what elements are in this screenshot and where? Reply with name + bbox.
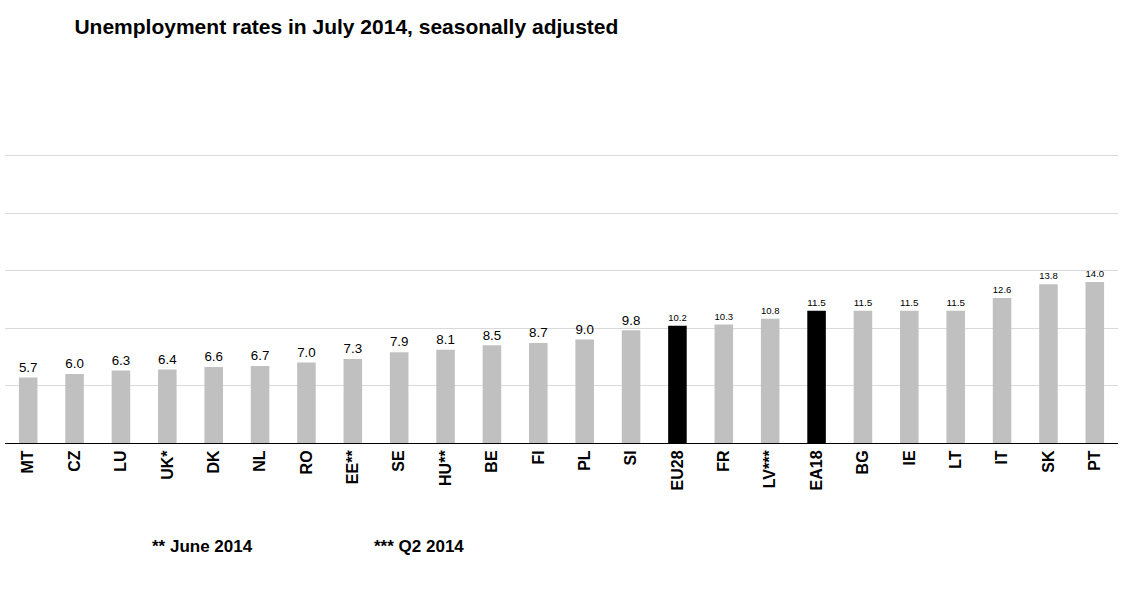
- svg-text:13.8: 13.8: [1039, 270, 1058, 281]
- svg-text:IT: IT: [993, 450, 1010, 464]
- svg-text:LV***: LV***: [761, 450, 778, 489]
- svg-text:RO: RO: [298, 450, 315, 474]
- svg-text:PL: PL: [576, 450, 593, 471]
- svg-text:9.0: 9.0: [575, 322, 594, 337]
- svg-text:EA18: EA18: [808, 450, 825, 490]
- svg-text:10.8: 10.8: [761, 305, 780, 316]
- svg-text:MT: MT: [19, 450, 36, 473]
- svg-text:8.7: 8.7: [529, 325, 548, 340]
- svg-text:6.3: 6.3: [112, 353, 131, 368]
- svg-text:NL: NL: [251, 450, 268, 472]
- svg-text:CZ: CZ: [66, 450, 83, 472]
- svg-text:10.3: 10.3: [715, 311, 734, 322]
- svg-text:SE: SE: [390, 450, 407, 472]
- svg-text:7.0: 7.0: [297, 345, 316, 360]
- svg-text:8.1: 8.1: [436, 332, 455, 347]
- svg-text:EU28: EU28: [669, 450, 686, 490]
- svg-text:11.5: 11.5: [900, 297, 919, 308]
- svg-text:UK*: UK*: [159, 450, 176, 480]
- svg-text:DK: DK: [205, 450, 222, 474]
- svg-text:IE: IE: [901, 450, 918, 465]
- svg-text:PT: PT: [1086, 450, 1103, 471]
- svg-text:FI: FI: [530, 450, 547, 464]
- svg-text:5.7: 5.7: [19, 360, 38, 375]
- svg-text:EE**: EE**: [344, 450, 361, 485]
- svg-text:BE: BE: [483, 450, 500, 473]
- svg-text:BG: BG: [854, 450, 871, 474]
- svg-text:6.0: 6.0: [65, 356, 84, 371]
- svg-text:*** Q2 2014: *** Q2 2014: [374, 537, 464, 556]
- svg-text:SK: SK: [1040, 450, 1057, 473]
- svg-text:6.7: 6.7: [251, 348, 270, 363]
- svg-text:14.0: 14.0: [1086, 268, 1105, 279]
- svg-text:11.5: 11.5: [946, 297, 965, 308]
- svg-text:10.2: 10.2: [668, 312, 687, 323]
- svg-text:8.5: 8.5: [483, 328, 502, 343]
- svg-text:7.9: 7.9: [390, 334, 409, 349]
- svg-text:LU: LU: [112, 450, 129, 471]
- svg-text:6.6: 6.6: [204, 349, 223, 364]
- svg-text:Unemployment rates in July 201: Unemployment rates in July 2014, seasona…: [74, 15, 618, 38]
- svg-text:7.3: 7.3: [344, 341, 363, 356]
- svg-text:LT: LT: [947, 450, 964, 469]
- svg-text:11.5: 11.5: [854, 297, 873, 308]
- svg-text:9.8: 9.8: [622, 313, 641, 328]
- svg-text:** June 2014: ** June 2014: [152, 537, 253, 556]
- svg-text:11.5: 11.5: [807, 297, 826, 308]
- svg-text:6.4: 6.4: [158, 352, 177, 367]
- svg-text:FR: FR: [715, 450, 732, 472]
- svg-text:12.6: 12.6: [993, 284, 1012, 295]
- svg-text:SI: SI: [622, 450, 639, 465]
- svg-text:HU**: HU**: [437, 450, 454, 486]
